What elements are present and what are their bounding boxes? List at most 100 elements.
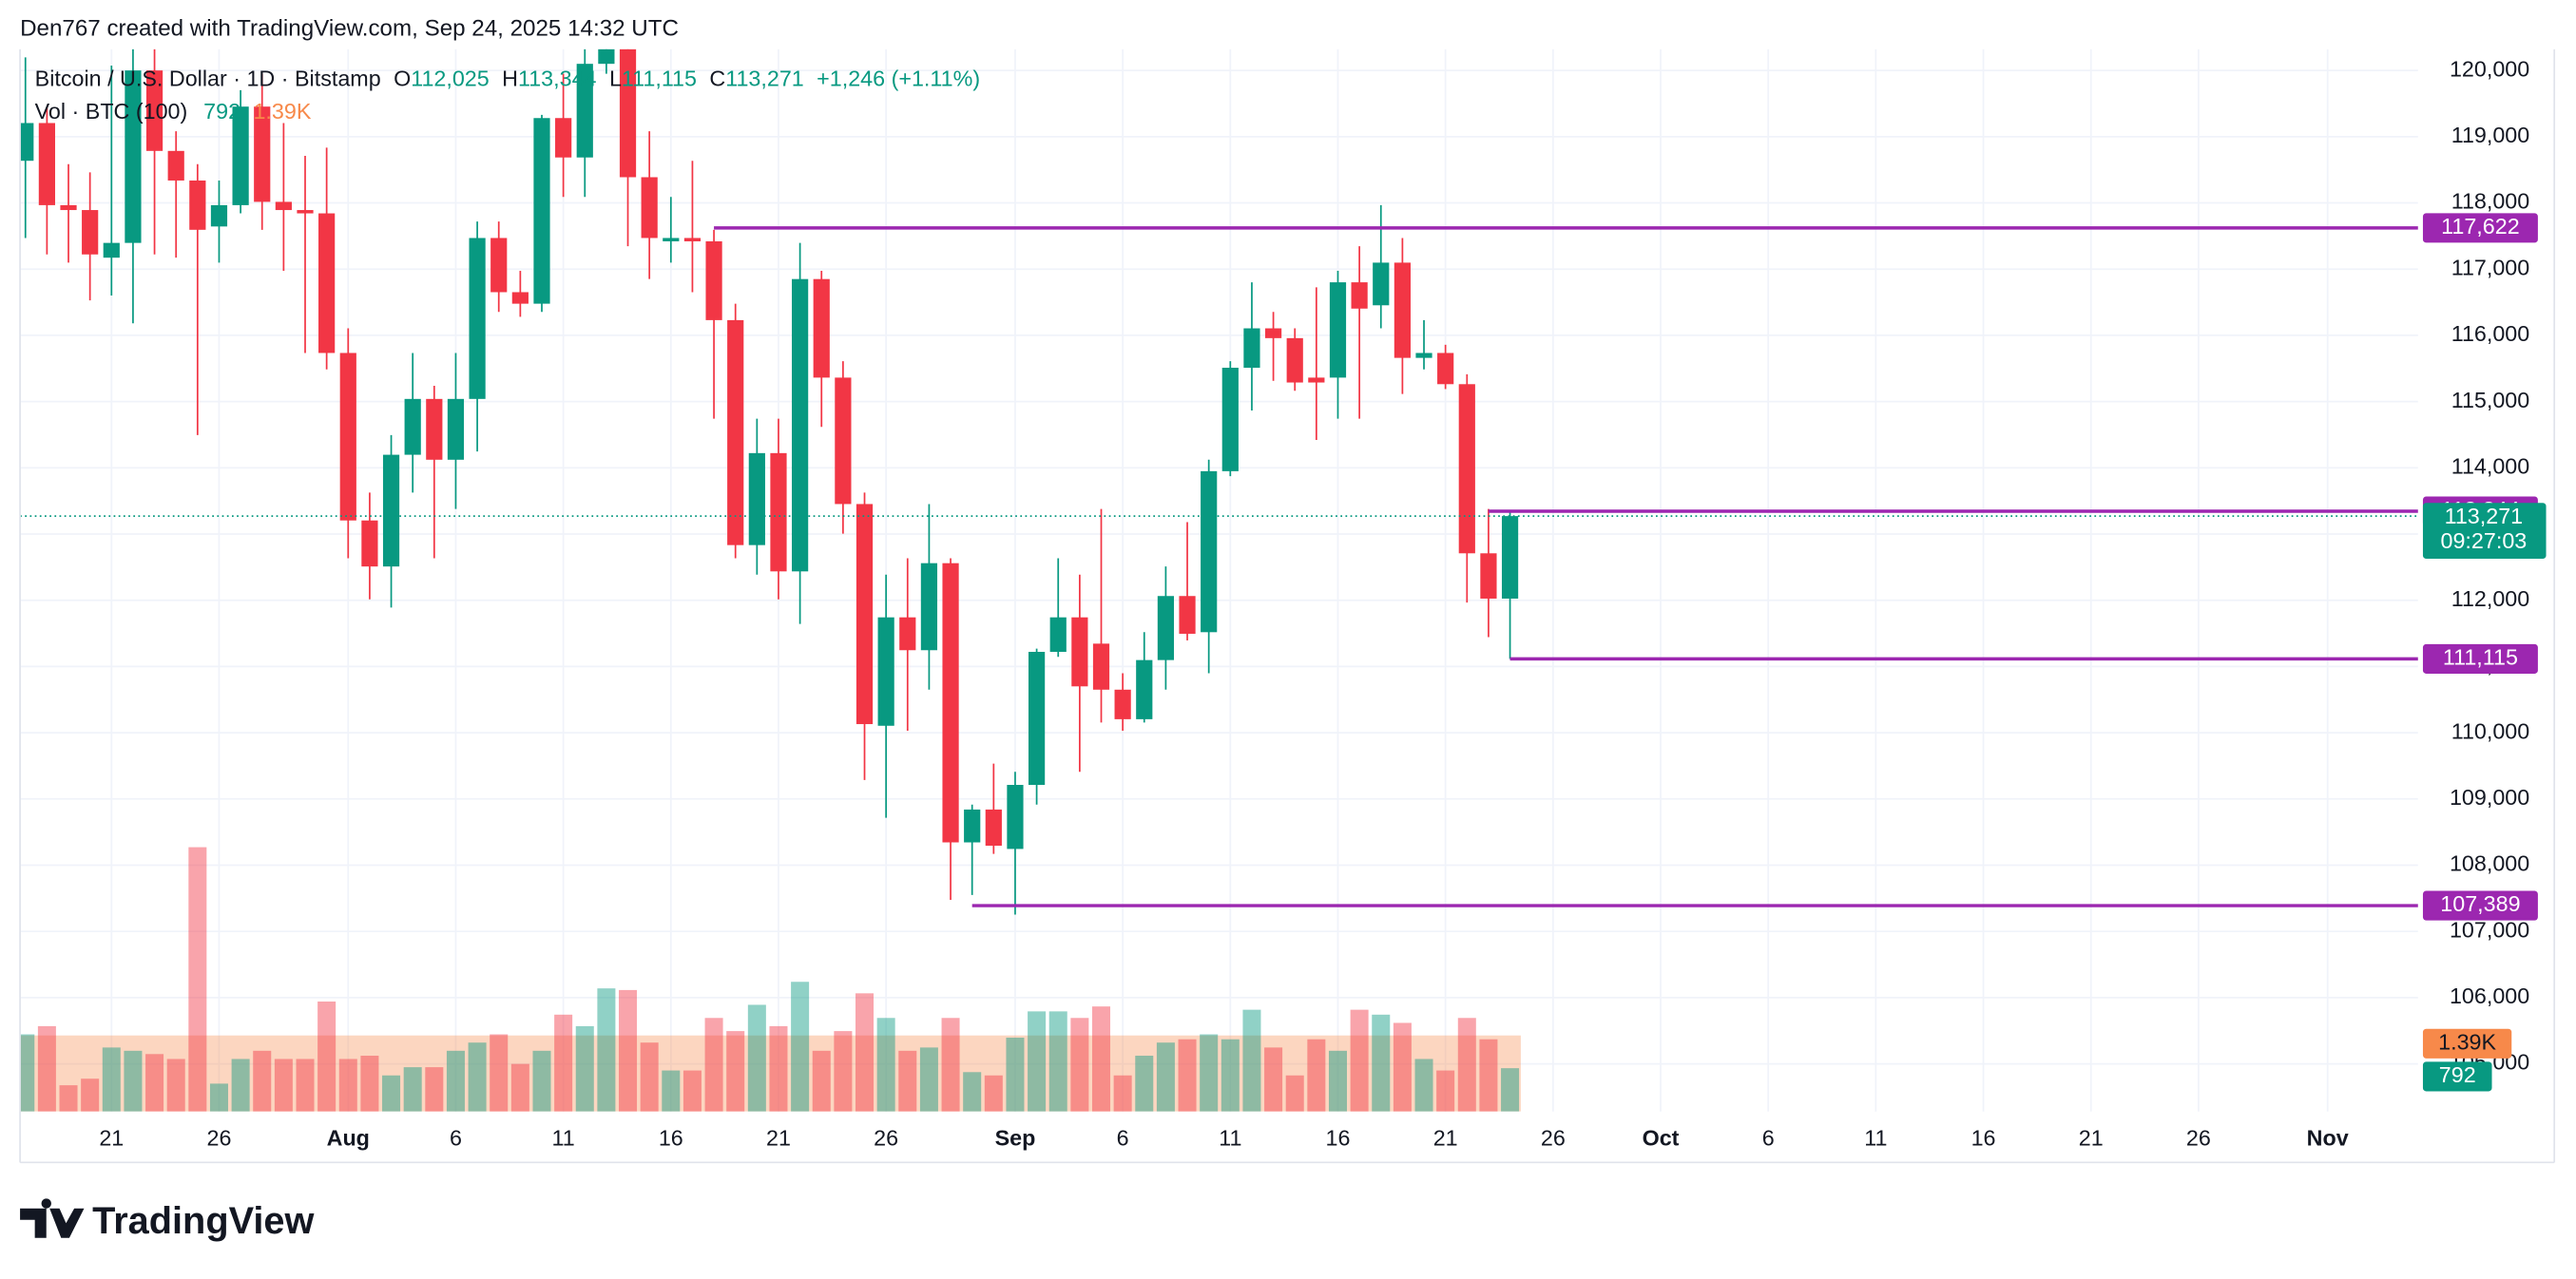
- x-tick-label: 21: [2079, 1125, 2104, 1150]
- y-tick-label: 114,000: [2451, 453, 2530, 478]
- volume-bar: [1135, 1056, 1154, 1112]
- legend-line: Bitcoin / U.S. Dollar · 1D · Bitstamp O1…: [35, 67, 980, 91]
- volume-bar: [1457, 1018, 1476, 1112]
- volume-ma-area: [20, 1035, 1521, 1112]
- volume-bar: [296, 1059, 315, 1112]
- candle-body: [1136, 659, 1153, 719]
- volume-bar: [446, 1050, 465, 1112]
- level-label: 117,622: [2441, 214, 2520, 239]
- candle-body: [598, 48, 615, 65]
- x-tick-label: 6: [1117, 1125, 1129, 1150]
- volume-bar: [898, 1050, 917, 1112]
- candle-body: [60, 204, 77, 211]
- last-price-box: [2422, 503, 2547, 560]
- volume-pane: [20, 847, 1521, 1112]
- x-tick-label: 11: [552, 1125, 575, 1150]
- level-label: 107,389: [2440, 891, 2520, 916]
- candle-body: [641, 177, 658, 239]
- volume-last-label: 792: [2439, 1062, 2476, 1087]
- candle-body: [813, 278, 830, 378]
- volume-ma-box: [2422, 1028, 2512, 1059]
- y-tick-label: 115,000: [2451, 388, 2530, 412]
- candle-body: [899, 617, 916, 651]
- attribution: Den767 created with TradingView.com, Sep…: [20, 15, 679, 41]
- volume-bar: [1178, 1039, 1197, 1112]
- volume-bar: [124, 1050, 143, 1112]
- volume-bar: [1113, 1075, 1132, 1112]
- candle-body: [1157, 596, 1175, 660]
- volume-bar: [1200, 1034, 1219, 1112]
- volume-bar: [1221, 1039, 1240, 1112]
- candle-body: [1243, 328, 1260, 369]
- volume-bar: [747, 1004, 766, 1112]
- volume-legend: Vol · BTC (100) 792 1.39K: [35, 99, 312, 124]
- y-tick-label: 110,000: [2451, 718, 2530, 743]
- candle-body: [103, 242, 120, 258]
- candle-body: [792, 278, 809, 572]
- candle-body: [1114, 689, 1131, 719]
- x-tick-label: 16: [1326, 1125, 1351, 1150]
- volume-bar: [963, 1072, 982, 1112]
- candle-body: [297, 210, 314, 214]
- volume-bar: [791, 982, 810, 1112]
- candle-body: [619, 48, 637, 178]
- volume-bar: [941, 1018, 960, 1112]
- candle-body: [232, 106, 249, 205]
- candle-body: [1329, 282, 1347, 378]
- x-tick-label: 16: [1971, 1125, 1996, 1150]
- candle-body: [490, 238, 508, 293]
- volume-bar: [403, 1067, 422, 1112]
- candle-body: [1179, 596, 1196, 634]
- candle-body: [533, 118, 550, 304]
- candle-body: [835, 377, 852, 505]
- candle-body: [125, 70, 142, 243]
- candle-body: [189, 180, 206, 230]
- volume-bar: [1328, 1050, 1347, 1112]
- candle-body: [167, 150, 184, 181]
- x-tick-label: Sep: [995, 1125, 1036, 1150]
- x-tick-label: Aug: [327, 1125, 370, 1150]
- volume-bar: [102, 1047, 121, 1112]
- volume-bar: [640, 1042, 659, 1112]
- volume-bar: [382, 1075, 401, 1112]
- volume-bar: [1285, 1075, 1304, 1112]
- volume-bar: [1264, 1047, 1283, 1112]
- volume-bar: [1501, 1068, 1520, 1112]
- volume-bar: [554, 1014, 573, 1112]
- candle-body: [1437, 353, 1454, 385]
- y-tick-label: 118,000: [2451, 189, 2530, 214]
- volume-bar: [81, 1079, 100, 1112]
- candle-body: [469, 238, 486, 399]
- volume-bar: [20, 1034, 35, 1112]
- volume-bar: [682, 1070, 702, 1112]
- candle-body: [426, 398, 443, 460]
- y-tick-label: 106,000: [2450, 983, 2529, 1008]
- volume-bar: [1372, 1014, 1391, 1112]
- x-tick-label: 21: [766, 1125, 791, 1150]
- volume-bar: [1156, 1042, 1175, 1112]
- x-tick-label: 11: [1219, 1125, 1241, 1150]
- volume-bar: [468, 1042, 487, 1112]
- level-label: 111,115: [2443, 645, 2518, 670]
- legend-value: 112,025: [411, 67, 490, 91]
- candle-body: [1007, 785, 1024, 849]
- candle-body: [1264, 328, 1282, 338]
- legend-key: H: [502, 67, 518, 91]
- volume-bar: [338, 1059, 357, 1112]
- candle-body: [82, 210, 99, 255]
- volume-bar: [37, 1025, 56, 1112]
- candle-body: [770, 452, 787, 572]
- legend-value: 111,115: [622, 67, 697, 91]
- volume-bar: [597, 988, 616, 1112]
- candle-body: [145, 70, 163, 151]
- brand-name: TradingView: [92, 1200, 314, 1242]
- countdown: 09:27:03: [2441, 528, 2528, 553]
- x-tick-label: 26: [206, 1125, 231, 1150]
- volume-bar: [188, 847, 207, 1112]
- volume-bar: [1307, 1039, 1326, 1112]
- volume-bar: [1048, 1011, 1067, 1112]
- volume-bar: [510, 1063, 529, 1112]
- y-tick-label: 119,000: [2451, 123, 2530, 147]
- x-tick-label: 6: [450, 1125, 462, 1150]
